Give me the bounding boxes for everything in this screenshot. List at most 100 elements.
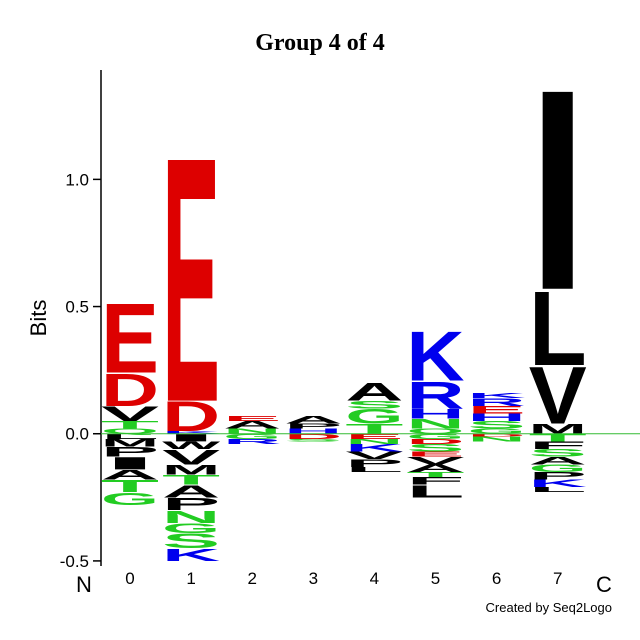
letter: S [529, 447, 587, 459]
letter: S [284, 438, 342, 442]
letter-group: V [162, 445, 220, 468]
letter: D [284, 433, 342, 441]
letter-group: D [284, 433, 342, 441]
letter: G [468, 427, 526, 435]
letter: E [468, 404, 526, 416]
letter-group: V [101, 402, 159, 425]
letter-group: G [345, 405, 403, 428]
y-axis-label: Bits [26, 300, 51, 337]
letter: N [345, 438, 403, 446]
letter-group: T [345, 421, 403, 437]
letter-group: I [529, 31, 587, 350]
letter-group: V [407, 455, 465, 467]
letter-group: G [468, 427, 526, 435]
x-tick-label: 2 [247, 569, 256, 588]
letter-group: F [529, 440, 587, 452]
letter: M [101, 437, 159, 449]
letter-group: P [345, 457, 403, 469]
letter-group: L [101, 433, 159, 441]
letter-group: A [407, 462, 465, 474]
letter-group: D [101, 365, 159, 416]
letter-group: H [284, 427, 342, 435]
letter-group: S [162, 529, 220, 552]
letter: Q [101, 427, 159, 435]
letter: K [162, 431, 220, 435]
letter: E [101, 284, 159, 394]
y-tick-label: 1.0 [65, 170, 89, 189]
letter: T [101, 419, 159, 431]
letter: G [345, 405, 403, 428]
letter: E [162, 84, 220, 476]
letter-group: E [101, 284, 159, 394]
y-tick-label: 0.5 [65, 298, 89, 317]
letter: W [162, 440, 221, 452]
letter-group: Q [101, 427, 159, 435]
letter-group: I [162, 432, 220, 444]
letter-group: W [162, 440, 221, 452]
x-tick-label: 5 [431, 569, 440, 588]
letter-group: D [162, 393, 220, 440]
letter-group: V [529, 351, 587, 441]
letter: I [529, 31, 587, 350]
letter: A [407, 462, 465, 474]
letter: K [345, 442, 403, 454]
letter: Q [407, 427, 465, 435]
letter-group: A [529, 455, 587, 467]
letter: T [162, 472, 220, 488]
letter: P [101, 444, 159, 460]
letter-group: I [101, 454, 159, 474]
letter-group: P [529, 470, 587, 482]
credit: Created by Seq2Logo [486, 600, 612, 615]
letter: A [162, 482, 220, 502]
n-terminus-label: N [76, 572, 92, 597]
letter-group: Q [407, 427, 465, 435]
letter: R [468, 396, 526, 408]
letter: I [101, 454, 159, 474]
letter-group: L [345, 466, 403, 474]
letter: K [529, 478, 587, 490]
letter: K [162, 545, 220, 565]
x-tick-label: 6 [492, 569, 501, 588]
letter-group: M [529, 421, 587, 437]
letter: L [407, 482, 465, 502]
letter-group: A [284, 414, 342, 426]
letter-group: R [468, 396, 526, 408]
letter: V [407, 455, 465, 467]
letter: G [407, 433, 465, 441]
letter: H [468, 412, 526, 424]
letter-group: M [162, 462, 220, 478]
letter: P [345, 457, 403, 469]
letter: A [101, 467, 159, 483]
chart-title: Group 4 of 4 [255, 30, 385, 56]
letter-group: E [407, 450, 465, 458]
letter: L [345, 466, 403, 474]
letter: S [162, 529, 220, 552]
letter-group: N [345, 438, 403, 446]
letter-group: S [529, 447, 587, 459]
y-tick-label: -0.5 [60, 552, 89, 571]
letter: V [529, 351, 587, 441]
letter: V [345, 450, 403, 462]
letter-group: G [101, 489, 159, 509]
letter: A [284, 414, 342, 426]
letter-group: T [529, 432, 587, 444]
letter-group: R [223, 438, 281, 446]
letter: M [162, 462, 220, 478]
letter: T [407, 471, 465, 479]
letter-group: G [223, 433, 281, 441]
c-terminus-label: C [596, 572, 612, 597]
letter: N [407, 416, 465, 432]
letter-group: K [162, 545, 220, 565]
x-tick-label: 7 [553, 569, 562, 588]
letter-group: N [407, 416, 465, 432]
letter: G [223, 433, 281, 441]
letter: H [284, 427, 342, 435]
letter-group: D [468, 433, 526, 437]
letter-group: E [468, 404, 526, 416]
letter-group: L [529, 486, 587, 494]
letter: P [284, 422, 342, 430]
letter-group: G [162, 520, 220, 536]
letter: N [223, 427, 281, 435]
letter: P [529, 470, 587, 482]
